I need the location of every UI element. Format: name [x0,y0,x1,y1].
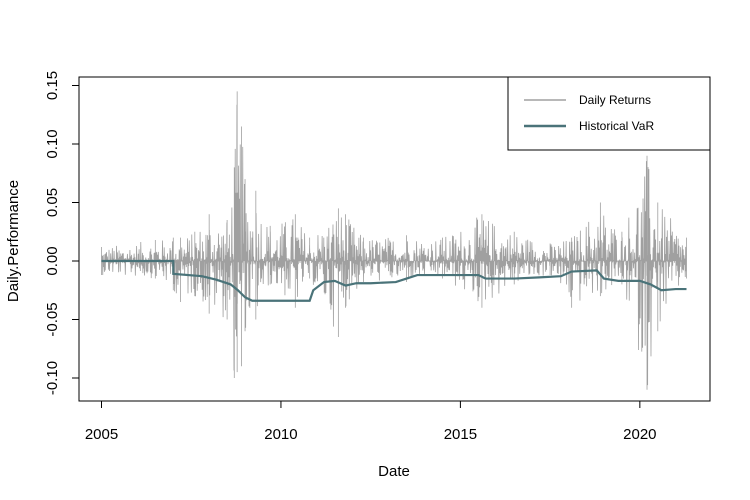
legend: Daily Returns Historical VaR [507,76,711,151]
legend-label-daily-returns: Daily Returns [579,93,651,107]
y-tick-label: 0.10 [44,129,61,158]
y-tick-label: 0.05 [44,188,61,217]
legend-label-historical-var: Historical VaR [579,119,654,133]
y-tick-label: -0.10 [44,361,61,395]
x-axis: 2005 2010 2015 2020 [85,400,657,443]
y-axis-title: Daily.Performance [5,180,22,302]
y-tick-label: 0.15 [44,71,61,100]
y-tick-label: 0.00 [44,246,61,275]
y-tick-label: -0.05 [44,302,61,336]
x-axis-title: Date [378,463,410,480]
historical-var-line [101,259,687,302]
x-tick-label: 2020 [623,426,656,443]
x-tick-label: 2005 [85,426,118,443]
historical-var-series [101,259,687,302]
y-axis: -0.10 -0.05 0.00 0.05 0.10 0.15 [44,71,80,395]
legend-box [507,76,711,151]
x-tick-label: 2015 [444,426,477,443]
x-tick-label: 2010 [264,426,297,443]
